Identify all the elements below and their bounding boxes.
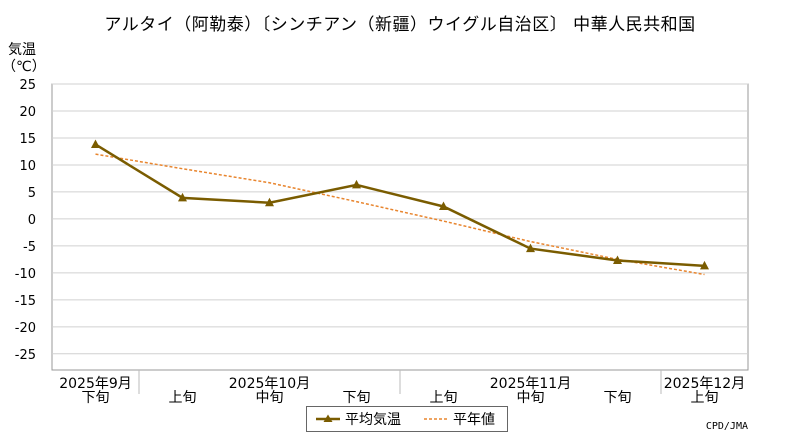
y-tick-label: -20 [15, 321, 36, 336]
legend: 平均気温 平年値 [306, 406, 508, 432]
y-tick-label: 25 [19, 78, 36, 93]
y-tick-label: 15 [19, 132, 36, 147]
y-axis-ticks: 25 20 15 10 5 0 -5 -10 -15 -20 -25 [15, 78, 36, 363]
month-label: 2025年9月 [59, 376, 132, 392]
data-point-average [439, 201, 448, 210]
chart-title: アルタイ（阿勒泰）〔シンチアン（新疆）ウイグル自治区〕 中華人民共和国 [104, 15, 696, 35]
y-tick-label: -10 [15, 267, 36, 282]
legend-label-average: 平均気温 [345, 412, 401, 428]
x-axis-ticks: 下旬 上旬 中旬 下旬 上旬 中旬 下旬 上旬 2025年9月 2025年10月 2025年11月 2… [59, 376, 745, 406]
x-tick-label: 上旬 [691, 390, 719, 406]
x-tick-label: 中旬 [256, 390, 284, 406]
data-point-average [700, 260, 709, 270]
month-label: 2025年11月 [490, 376, 571, 392]
y-axis-label-line2: （℃） [2, 59, 46, 75]
legend-swatch-normal [424, 418, 448, 420]
series-line-average [94, 143, 705, 268]
legend-swatch-average [316, 414, 340, 422]
legend-item-average: 平均気温 [315, 410, 401, 428]
y-axis-label-line1: 気温 [8, 42, 36, 58]
y-tick-label: -15 [15, 294, 36, 309]
x-tick-label: 上旬 [430, 390, 458, 406]
legend-label-normal: 平年値 [453, 412, 495, 428]
month-label: 2025年10月 [229, 376, 310, 392]
source-credit: CPD/JMA [705, 421, 748, 432]
y-tick-label: 10 [19, 159, 36, 174]
x-tick-label: 中旬 [517, 390, 545, 406]
grid-lines [52, 83, 748, 394]
x-tick-label: 下旬 [604, 390, 632, 406]
data-point-average [352, 179, 361, 189]
x-tick-label: 下旬 [343, 390, 371, 406]
legend-item-normal: 平年値 [423, 410, 495, 428]
data-point-average [265, 197, 274, 207]
y-tick-label: 0 [28, 213, 36, 228]
series-line-normal [95, 153, 705, 276]
y-axis-label: 気温 （℃） [2, 42, 46, 76]
month-label: 2025年12月 [664, 376, 745, 392]
data-point-average [91, 139, 100, 148]
x-tick-label: 下旬 [82, 390, 110, 406]
y-tick-label: 5 [28, 186, 36, 201]
plot-area [51, 83, 749, 371]
series-group [91, 139, 709, 276]
data-point-average [613, 255, 622, 264]
x-tick-label: 上旬 [169, 390, 197, 406]
data-point-average [526, 243, 535, 253]
y-tick-label: -25 [15, 348, 36, 363]
y-tick-label: -5 [23, 240, 36, 255]
data-point-average [178, 192, 187, 202]
y-tick-label: 20 [19, 105, 36, 120]
